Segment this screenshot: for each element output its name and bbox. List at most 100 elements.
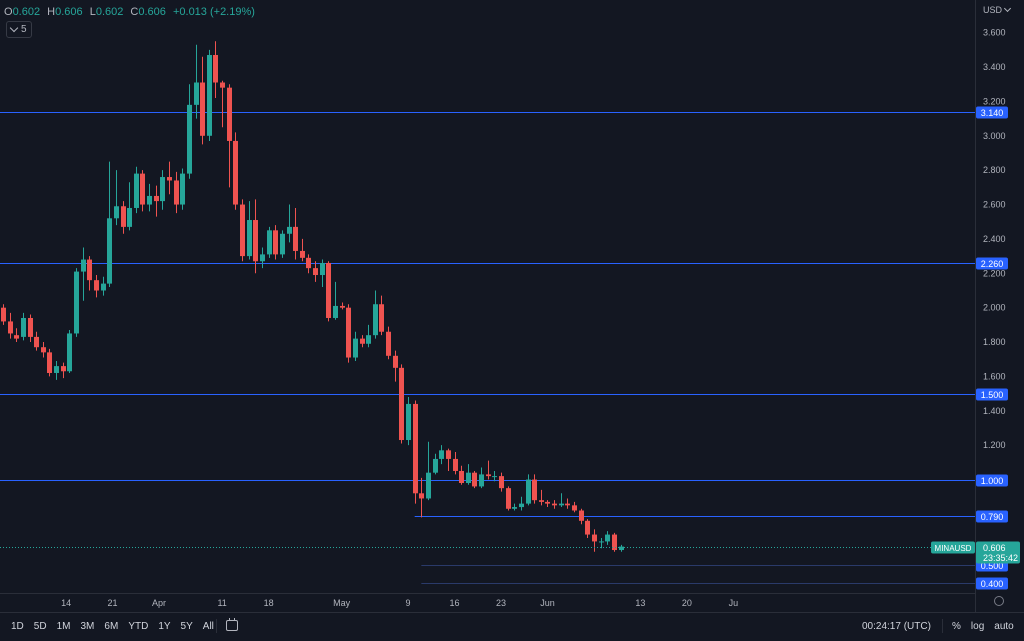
candle-body[interactable] — [559, 503, 564, 506]
candle-body[interactable] — [413, 403, 418, 494]
percent-scale-button[interactable]: % — [952, 621, 961, 632]
candle-body[interactable] — [287, 226, 292, 234]
candle-body[interactable] — [94, 280, 99, 291]
candle-body[interactable] — [585, 520, 590, 535]
candle-body[interactable] — [353, 338, 358, 358]
range-1m-button[interactable]: 1M — [56, 621, 71, 632]
candle-body[interactable] — [154, 195, 159, 202]
candle-body[interactable] — [360, 338, 365, 344]
candle-body[interactable] — [386, 331, 391, 356]
candle-body[interactable] — [479, 474, 484, 487]
candle-body[interactable] — [326, 262, 331, 318]
candle-body[interactable] — [459, 470, 464, 483]
candle-body[interactable] — [539, 500, 544, 502]
range-1d-button[interactable]: 1D — [11, 621, 24, 632]
candle-body[interactable] — [379, 304, 384, 332]
candle-body[interactable] — [194, 82, 199, 105]
range-3m-button[interactable]: 3M — [80, 621, 95, 632]
candle-body[interactable] — [446, 450, 451, 459]
candle-body[interactable] — [472, 472, 477, 487]
candle-body[interactable] — [213, 55, 218, 83]
candle-body[interactable] — [579, 510, 584, 521]
candle-body[interactable] — [572, 505, 577, 511]
candle-body[interactable] — [114, 206, 119, 219]
candle-body[interactable] — [426, 472, 431, 499]
candle-body[interactable] — [320, 262, 325, 276]
candle-body[interactable] — [81, 259, 86, 272]
candle-body[interactable] — [526, 479, 531, 504]
log-scale-button[interactable]: log — [970, 621, 985, 632]
candle-body[interactable] — [8, 321, 13, 334]
candle-body[interactable] — [134, 173, 139, 208]
currency-selector[interactable]: USD — [983, 4, 1012, 15]
candle-body[interactable] — [605, 534, 610, 542]
candle-body[interactable] — [612, 534, 617, 551]
candle-body[interactable] — [267, 230, 272, 255]
go-to-date-icon[interactable] — [226, 618, 238, 631]
candle-body[interactable] — [107, 218, 112, 284]
candle-body[interactable] — [293, 226, 298, 251]
candle-body[interactable] — [492, 476, 497, 478]
candle-body[interactable] — [160, 177, 165, 202]
candle-body[interactable] — [439, 450, 444, 459]
candle-body[interactable] — [14, 335, 19, 339]
candle-body[interactable] — [346, 307, 351, 358]
candle-body[interactable] — [453, 458, 458, 471]
candle-body[interactable] — [619, 546, 624, 551]
candle-body[interactable] — [313, 268, 318, 276]
candle-body[interactable] — [393, 355, 398, 368]
candle-body[interactable] — [47, 352, 52, 373]
candle-body[interactable] — [240, 204, 245, 257]
candle-body[interactable] — [599, 541, 604, 543]
settings-gear-icon[interactable] — [994, 596, 1004, 606]
candle-body[interactable] — [545, 501, 550, 504]
candle-body[interactable] — [399, 367, 404, 441]
candle-body[interactable] — [280, 233, 285, 255]
utc-clock[interactable]: 00:24:17 (UTC) — [862, 621, 931, 632]
candle-body[interactable] — [273, 230, 278, 255]
candle-body[interactable] — [419, 493, 424, 499]
candle-body[interactable] — [200, 82, 205, 136]
candle-body[interactable] — [74, 271, 79, 334]
candle-body[interactable] — [333, 305, 338, 318]
candle-body[interactable] — [227, 87, 232, 141]
range-5d-button[interactable]: 5D — [33, 621, 47, 632]
candle-body[interactable] — [147, 195, 152, 205]
range-1y-button[interactable]: 1Y — [158, 621, 171, 632]
candle-body[interactable] — [260, 254, 265, 262]
candle-body[interactable] — [366, 335, 371, 344]
candle-body[interactable] — [87, 259, 92, 281]
candle-body[interactable] — [340, 305, 345, 308]
candle-body[interactable] — [233, 140, 238, 205]
candle-body[interactable] — [54, 366, 59, 373]
candle-body[interactable] — [127, 207, 132, 227]
candle-body[interactable] — [506, 488, 511, 509]
candle-body[interactable] — [512, 507, 517, 509]
candle-body[interactable] — [41, 347, 46, 353]
candle-body[interactable] — [220, 82, 225, 88]
candle-body[interactable] — [207, 55, 212, 136]
candle-body[interactable] — [532, 479, 537, 501]
candle-body[interactable] — [174, 180, 179, 205]
auto-scale-button[interactable]: auto — [994, 621, 1014, 632]
candle-body[interactable] — [67, 333, 72, 372]
candle-body[interactable] — [433, 458, 438, 473]
candle-body[interactable] — [306, 257, 311, 269]
candle-body[interactable] — [373, 304, 378, 336]
candle-body[interactable] — [552, 503, 557, 506]
candle-body[interactable] — [499, 476, 504, 489]
candle-body[interactable] — [61, 366, 66, 372]
candle-body[interactable] — [565, 503, 570, 506]
candle-body[interactable] — [28, 317, 33, 337]
candle-body[interactable] — [300, 250, 305, 258]
candle-body[interactable] — [1, 307, 6, 322]
candle-body[interactable] — [253, 220, 258, 262]
candle-body[interactable] — [592, 534, 597, 542]
candle-body[interactable] — [486, 474, 491, 477]
range-all-button[interactable]: All — [202, 621, 214, 632]
candle-body[interactable] — [519, 503, 524, 508]
candle-body[interactable] — [406, 403, 411, 441]
candle-body[interactable] — [187, 104, 192, 174]
range-5y-button[interactable]: 5Y — [180, 621, 193, 632]
